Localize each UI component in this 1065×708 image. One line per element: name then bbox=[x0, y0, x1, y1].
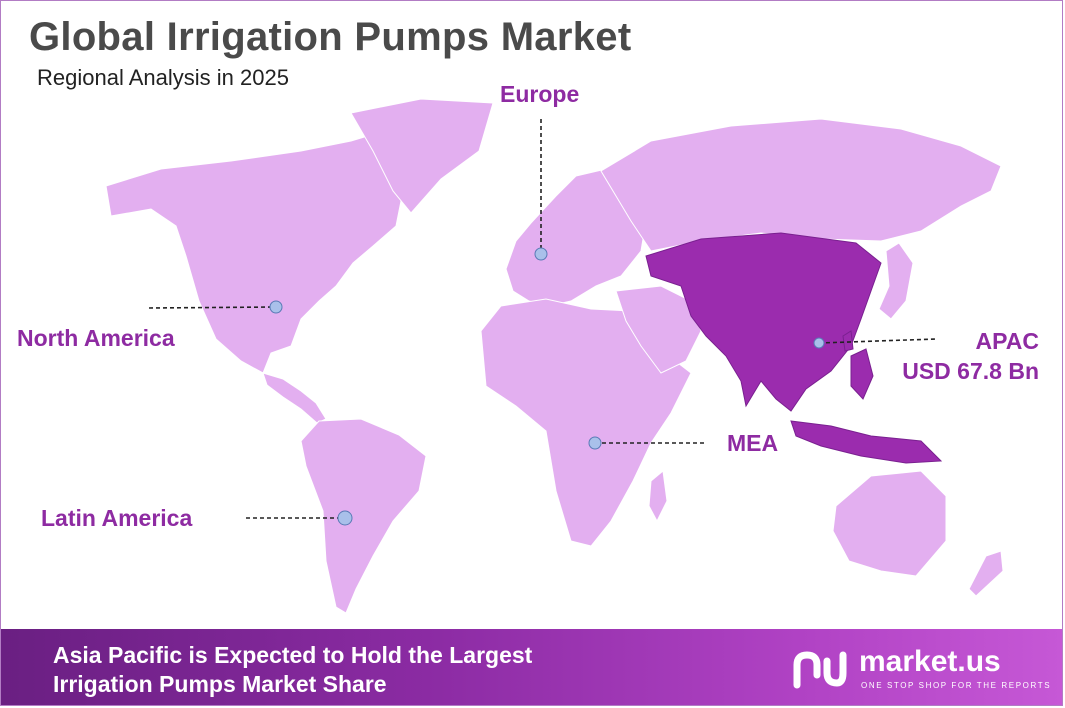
apac-leader-line bbox=[818, 338, 937, 344]
page-subtitle: Regional Analysis in 2025 bbox=[37, 65, 289, 90]
middle-east-landmass bbox=[615, 285, 702, 374]
indonesia-islands bbox=[790, 420, 943, 464]
europe-marker bbox=[534, 247, 548, 261]
new-zealand-landmass bbox=[968, 550, 1004, 597]
madagascar-landmass bbox=[648, 470, 668, 523]
label-apac-group: APAC USD 67.8 Bn bbox=[899, 326, 1039, 386]
north-asia-landmass bbox=[600, 118, 1002, 252]
australia-landmass bbox=[832, 470, 947, 577]
philippines-islands bbox=[850, 348, 874, 400]
label-apac-value: USD 67.8 Bn bbox=[902, 358, 1039, 384]
label-mea: MEA bbox=[727, 430, 779, 456]
greenland-landmass bbox=[350, 98, 494, 214]
africa-landmass bbox=[480, 298, 692, 547]
north-america-leader-line bbox=[148, 306, 277, 309]
page-title: Global Irrigation Pumps Market bbox=[29, 15, 632, 59]
apac-marker bbox=[813, 337, 825, 349]
south-america-landmass bbox=[300, 418, 427, 614]
banner-line-2: Irrigation Pumps Market Share bbox=[53, 671, 387, 697]
mea-marker bbox=[588, 436, 602, 450]
apac-mainland bbox=[645, 232, 882, 412]
japan-landmass bbox=[878, 242, 914, 320]
taiwan-island bbox=[842, 330, 854, 352]
banner-text: Asia Pacific is Expected to Hold the Lar… bbox=[53, 641, 532, 699]
label-apac: APAC bbox=[975, 328, 1039, 354]
market-us-logo-icon bbox=[793, 651, 847, 689]
label-latin-america: Latin America bbox=[41, 505, 193, 531]
north-america-marker bbox=[269, 300, 283, 314]
bottom-banner: Asia Pacific is Expected to Hold the Lar… bbox=[1, 629, 1062, 705]
central-america-landmass bbox=[262, 372, 327, 424]
latin-america-marker bbox=[337, 510, 353, 526]
brand-tagline: ONE STOP SHOP FOR THE REPORTS bbox=[861, 681, 1052, 690]
banner-line-1: Asia Pacific is Expected to Hold the Lar… bbox=[53, 642, 533, 668]
label-europe: Europe bbox=[500, 81, 580, 107]
brand-name: market.us bbox=[859, 645, 1001, 678]
label-north-america: North America bbox=[17, 325, 175, 351]
